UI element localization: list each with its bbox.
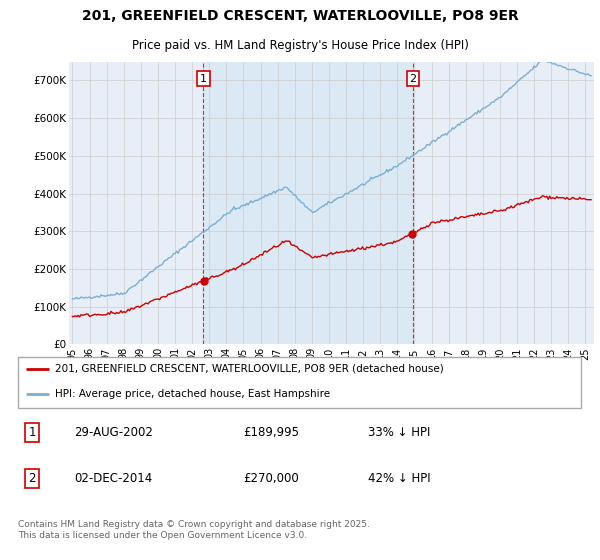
Text: £270,000: £270,000 (244, 473, 299, 486)
Text: 1: 1 (200, 73, 207, 83)
Text: Contains HM Land Registry data © Crown copyright and database right 2025.
This d: Contains HM Land Registry data © Crown c… (18, 520, 370, 539)
FancyBboxPatch shape (18, 357, 581, 408)
Text: HPI: Average price, detached house, East Hampshire: HPI: Average price, detached house, East… (55, 389, 330, 399)
Text: Price paid vs. HM Land Registry's House Price Index (HPI): Price paid vs. HM Land Registry's House … (131, 39, 469, 53)
Text: 33% ↓ HPI: 33% ↓ HPI (368, 426, 430, 439)
Text: 02-DEC-2014: 02-DEC-2014 (74, 473, 152, 486)
Text: 2: 2 (28, 473, 36, 486)
Text: 29-AUG-2002: 29-AUG-2002 (74, 426, 153, 439)
Text: 201, GREENFIELD CRESCENT, WATERLOOVILLE, PO8 9ER: 201, GREENFIELD CRESCENT, WATERLOOVILLE,… (82, 10, 518, 24)
Text: £189,995: £189,995 (244, 426, 299, 439)
Text: 2: 2 (410, 73, 416, 83)
Text: 42% ↓ HPI: 42% ↓ HPI (368, 473, 430, 486)
Text: 1: 1 (28, 426, 36, 439)
Text: 201, GREENFIELD CRESCENT, WATERLOOVILLE, PO8 9ER (detached house): 201, GREENFIELD CRESCENT, WATERLOOVILLE,… (55, 364, 443, 374)
Bar (203, 62, 413, 344)
